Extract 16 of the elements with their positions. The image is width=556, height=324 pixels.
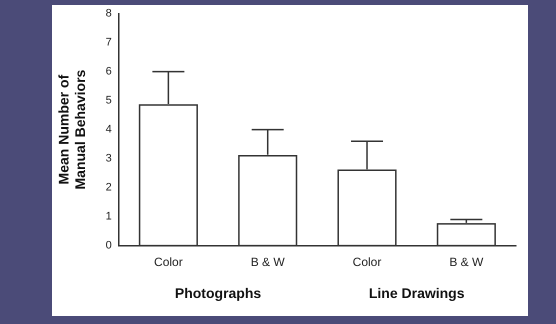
text: Line Drawings: [368, 284, 465, 301]
text: Photographs: [174, 284, 262, 301]
y-tick-label: 4: [106, 124, 112, 136]
x-tick-label: B & W: [250, 255, 286, 270]
y-tick-label: 8: [106, 8, 112, 20]
y-tick-label: 7: [106, 36, 112, 49]
x-tick-label: B & W: [449, 255, 484, 270]
y-tick-label: 5: [106, 94, 112, 107]
y-tick-label: 6: [106, 66, 112, 78]
y-tick-label: 3: [106, 152, 112, 165]
x-tick-label: Color: [352, 255, 382, 270]
x-tick-label: Color: [154, 255, 183, 270]
y-axis-title: Mean Number of Manual Behaviors: [55, 69, 88, 190]
y-tick-label: 0: [106, 240, 112, 252]
y-tick-label: 2: [106, 182, 112, 194]
y-tick-label: 1: [106, 210, 112, 223]
